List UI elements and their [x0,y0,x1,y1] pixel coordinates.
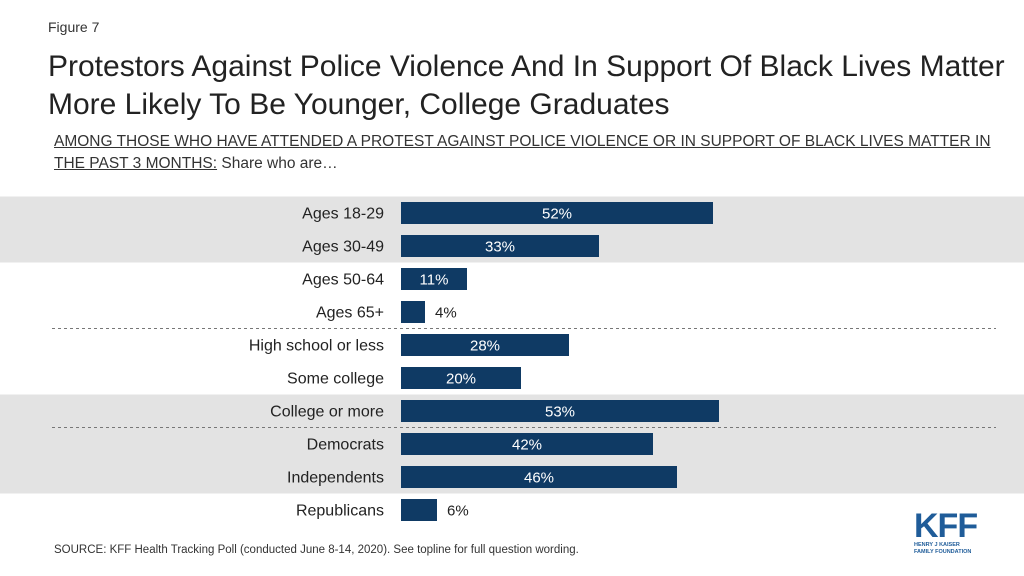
value-label: 20% [446,371,476,388]
category-label: College or more [270,404,384,421]
category-label: Ages 30-49 [302,239,384,256]
value-label: 33% [485,239,515,256]
figure-label: Figure 7 [48,19,100,35]
value-label: 52% [542,206,572,223]
bar [401,466,677,488]
category-label: Democrats [307,437,384,454]
value-label: 11% [420,272,449,289]
chart-title: Protestors Against Police Violence And I… [48,50,1005,121]
value-label: 46% [524,470,554,487]
logo-mark: KFF [914,507,978,545]
category-label: Ages 65+ [316,305,384,322]
value-label: 28% [470,338,500,355]
bar [401,268,467,290]
value-label: 6% [447,503,469,520]
kff-logo: KFF HENRY J KAISER FAMILY FOUNDATION [914,507,990,555]
subtitle-rest: Share who are… [217,155,338,172]
source-note: SOURCE: KFF Health Tracking Poll (conduc… [54,544,579,556]
value-label: 42% [512,437,542,454]
value-label: 4% [435,305,457,322]
logo-line-1: HENRY J KAISER [914,542,960,548]
bar [401,235,599,257]
bar [401,301,425,323]
category-label: High school or less [249,338,384,355]
value-label: 53% [545,404,575,421]
bar [401,499,437,521]
bar [401,433,653,455]
category-label: Some college [287,371,384,388]
bar [401,202,713,224]
bar [401,334,569,356]
logo-line-2: FAMILY FOUNDATION [914,548,972,555]
subtitle-underlined: AMONG THOSE WHO HAVE ATTENDED A PROTEST … [54,133,991,172]
bar [401,367,521,389]
category-label: Independents [287,470,384,487]
category-label: Republicans [296,503,384,520]
category-label: Ages 18-29 [302,206,384,223]
category-label: Ages 50-64 [302,272,384,289]
bar [401,400,719,422]
chart-subtitle: AMONG THOSE WHO HAVE ATTENDED A PROTEST … [54,131,994,175]
